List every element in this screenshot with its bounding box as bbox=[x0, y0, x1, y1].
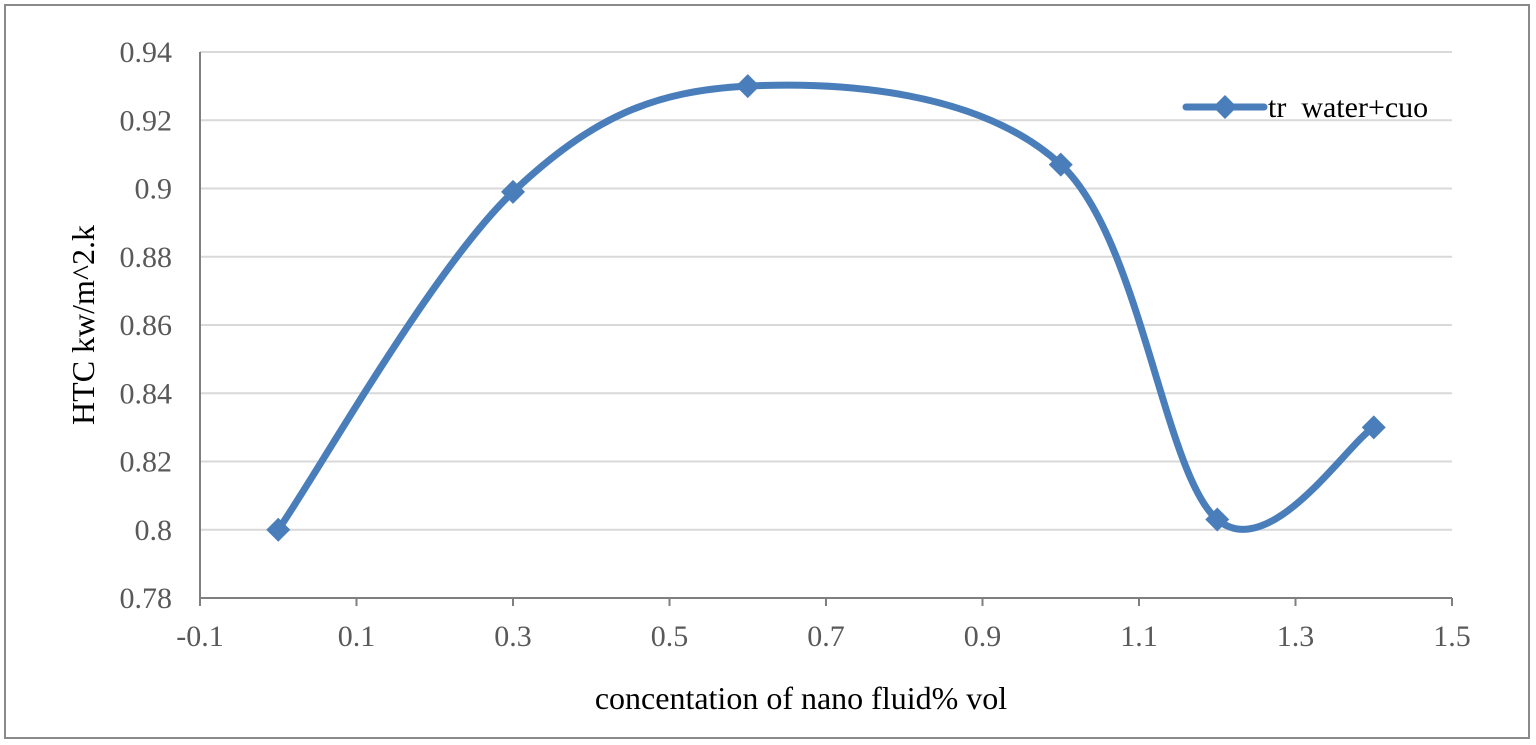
y-tick-label: 0.82 bbox=[120, 446, 173, 479]
x-tick-label: 0.7 bbox=[807, 620, 845, 653]
y-tick-label: 0.8 bbox=[135, 514, 173, 547]
x-tick-label: 0.9 bbox=[964, 620, 1002, 653]
data-point-marker bbox=[266, 517, 291, 542]
x-tick-label: 0.1 bbox=[338, 620, 376, 653]
data-point-marker bbox=[735, 74, 760, 99]
axes bbox=[199, 52, 1453, 606]
x-tick-label: 1.1 bbox=[1120, 620, 1158, 653]
legend: tr water+cuo bbox=[1182, 91, 1428, 124]
y-tick-label: 0.78 bbox=[120, 582, 173, 615]
series-group bbox=[266, 74, 1386, 542]
data-point-marker bbox=[1361, 415, 1386, 440]
legend-label: tr water+cuo bbox=[1268, 91, 1428, 124]
y-tick-label: 0.94 bbox=[120, 36, 173, 69]
series-line bbox=[274, 81, 1378, 534]
y-tick-label: 0.88 bbox=[120, 241, 173, 274]
gridlines bbox=[200, 51, 1452, 531]
y-tick-label: 0.86 bbox=[120, 309, 173, 342]
y-tick-label: 0.9 bbox=[135, 173, 173, 206]
x-tick-label: 0.3 bbox=[494, 620, 532, 653]
chart-frame: 0.78 0.8 0.82 0.84 0.86 0.88 0.9 0.92 0.94 -0.1 0… bbox=[4, 4, 1530, 739]
y-axis-label: HTC kw/m^2.k bbox=[65, 225, 101, 425]
y-tick-labels: 0.78 0.8 0.82 0.84 0.86 0.88 0.9 0.92 0.94 bbox=[120, 36, 173, 615]
data-point-marker bbox=[1048, 152, 1073, 177]
legend-marker bbox=[1213, 95, 1237, 119]
y-tick-label: 0.92 bbox=[120, 104, 173, 137]
data-point-marker bbox=[1205, 507, 1230, 532]
y-tick-label: 0.84 bbox=[120, 377, 173, 410]
data-point-marker bbox=[501, 179, 525, 204]
line-chart: 0.780.80.820.840.860.880.90.920.94 -0.1 0… bbox=[65, 36, 1471, 716]
x-tick-label: 1.3 bbox=[1277, 620, 1315, 653]
x-tick-labels: -0.1 0.1 0.3 0.5 0.7 0.9 1.1 1.3 1.5 bbox=[176, 620, 1471, 653]
x-axis-label: concentation of nano fluid% vol bbox=[595, 680, 1007, 716]
x-tick-label: -0.1 bbox=[176, 620, 224, 653]
x-tick-label: 0.5 bbox=[651, 620, 689, 653]
x-tick-label: 1.5 bbox=[1433, 620, 1471, 653]
